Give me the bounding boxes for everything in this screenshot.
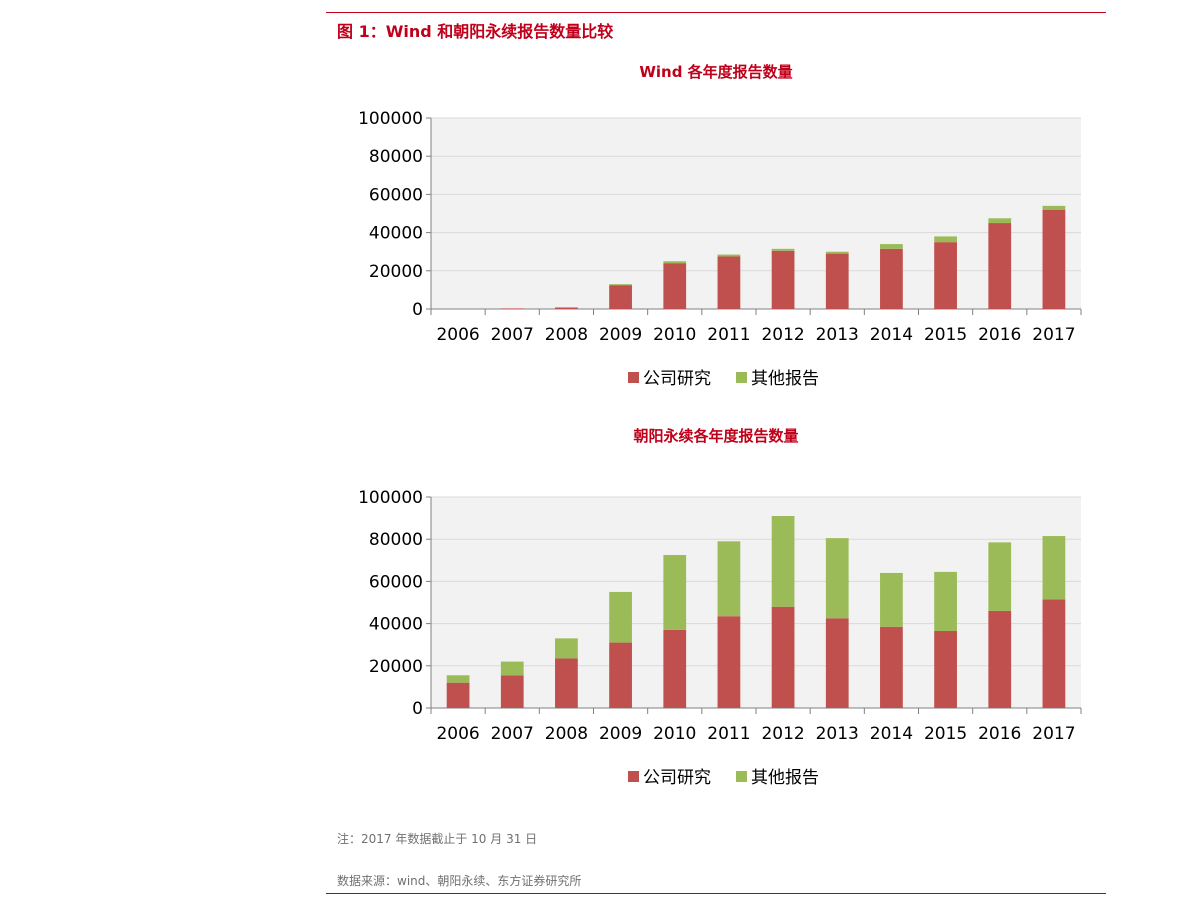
x-tick-label: 2016 [978, 325, 1021, 345]
bar-company-research-2012 [771, 250, 795, 309]
bar-company-research-2009 [609, 285, 632, 309]
footnote-source: 数据来源：wind、朝阳永续、东方证券研究所 [337, 874, 582, 888]
x-tick-label: 2009 [599, 325, 642, 345]
legend-label: 其他报告 [751, 369, 819, 389]
y-tick-label: 100000 [358, 488, 423, 508]
y-tick-label: 80000 [369, 147, 423, 167]
x-tick-label: 2008 [545, 724, 588, 744]
bar-other-reports-2007 [500, 661, 524, 676]
bar-other-reports-2012 [771, 248, 795, 251]
bar-company-research-2015 [934, 242, 957, 309]
bar-company-research-2007 [500, 675, 524, 708]
x-tick-label: 2014 [870, 724, 913, 744]
legend-swatch-other-reports [736, 771, 747, 782]
legend-label: 公司研究 [643, 369, 711, 389]
x-tick-label: 2016 [978, 724, 1021, 744]
x-tick-label: 2013 [816, 724, 859, 744]
x-tick-label: 2017 [1032, 325, 1075, 345]
bar-company-research-2011 [717, 256, 741, 309]
bar-company-research-2016 [988, 223, 1012, 309]
bar-company-research-2015 [934, 630, 957, 708]
bar-company-research-2011 [717, 616, 741, 708]
legend-label: 其他报告 [751, 768, 819, 788]
y-tick-label: 0 [412, 300, 423, 320]
bar-company-research-2010 [663, 263, 687, 309]
bar-company-research-2016 [988, 610, 1012, 708]
bar-company-research-2007 [500, 308, 524, 309]
x-tick-label: 2010 [653, 724, 696, 744]
top-rule [326, 12, 1106, 13]
zhaoyang-chart-title: 朝阳永续各年度报告数量 [633, 427, 799, 445]
bar-other-reports-2016 [988, 542, 1012, 611]
bar-other-reports-2015 [934, 571, 957, 631]
x-tick-label: 2015 [924, 325, 967, 345]
x-tick-label: 2006 [436, 325, 479, 345]
x-tick-label: 2010 [653, 325, 696, 345]
bar-company-research-2017 [1042, 209, 1066, 309]
bar-company-research-2014 [880, 626, 903, 708]
bar-other-reports-2011 [717, 254, 741, 257]
y-tick-label: 40000 [369, 615, 423, 635]
bar-company-research-2010 [663, 629, 687, 708]
y-tick-label: 20000 [369, 262, 423, 282]
x-tick-label: 2009 [599, 724, 642, 744]
legend-label: 公司研究 [643, 768, 711, 788]
y-tick-label: 40000 [369, 224, 423, 244]
x-tick-label: 2017 [1032, 724, 1075, 744]
bar-company-research-2017 [1042, 599, 1066, 708]
bar-other-reports-2011 [717, 541, 741, 617]
bar-company-research-2013 [825, 253, 849, 309]
x-tick-label: 2015 [924, 724, 967, 744]
bar-other-reports-2014 [880, 244, 903, 249]
bar-other-reports-2009 [609, 591, 632, 643]
bar-other-reports-2006 [446, 675, 470, 683]
wind-chart-title: Wind 各年度报告数量 [639, 63, 793, 81]
y-tick-label: 100000 [358, 109, 423, 129]
bar-other-reports-2015 [934, 236, 957, 243]
legend-swatch-other-reports [736, 372, 747, 383]
legend-swatch-company-research [628, 771, 639, 782]
y-tick-label: 60000 [369, 572, 423, 592]
plot-area [431, 118, 1081, 309]
bottom-rule [326, 893, 1106, 894]
bar-company-research-2013 [825, 618, 849, 708]
x-tick-label: 2011 [707, 724, 750, 744]
bar-other-reports-2009 [609, 284, 632, 286]
x-tick-label: 2008 [545, 325, 588, 345]
bar-company-research-2006 [446, 682, 470, 708]
figure-title: 图 1：Wind 和朝阳永续报告数量比较 [337, 22, 614, 41]
legend-swatch-company-research [628, 372, 639, 383]
bar-other-reports-2013 [825, 251, 849, 254]
bar-other-reports-2017 [1042, 205, 1066, 210]
bar-other-reports-2012 [771, 515, 795, 607]
x-tick-label: 2006 [436, 724, 479, 744]
footnote-note: 注：2017 年数据截止于 10 月 31 日 [337, 832, 538, 846]
y-tick-label: 20000 [369, 657, 423, 677]
bar-company-research-2014 [880, 248, 903, 309]
wind-chart: 0 20000 40000 60000 80000 100000 2006 2007 2008 2… [358, 109, 1082, 389]
y-tick-label: 0 [412, 699, 423, 719]
x-tick-label: 2011 [707, 325, 750, 345]
y-tick-label: 80000 [369, 530, 423, 550]
plot-area [431, 497, 1081, 708]
bar-other-reports-2010 [663, 261, 687, 264]
x-tick-label: 2012 [761, 724, 804, 744]
y-tick-label: 60000 [369, 185, 423, 205]
x-tick-label: 2012 [761, 325, 804, 345]
bar-company-research-2012 [771, 606, 795, 708]
bar-other-reports-2013 [825, 538, 849, 619]
bar-company-research-2008 [555, 658, 578, 708]
bar-other-reports-2016 [988, 218, 1012, 224]
x-tick-label: 2013 [816, 325, 859, 345]
bar-other-reports-2010 [663, 555, 687, 630]
x-tick-label: 2007 [491, 724, 534, 744]
bar-other-reports-2014 [880, 572, 903, 627]
zhaoyang-chart: 0 20000 40000 60000 80000 100000 2006 2007 2008 2… [358, 488, 1082, 788]
bar-other-reports-2008 [555, 638, 578, 659]
bar-other-reports-2017 [1042, 536, 1066, 600]
bar-company-research-2008 [555, 307, 578, 309]
x-tick-label: 2014 [870, 325, 913, 345]
bar-company-research-2009 [609, 642, 632, 708]
x-tick-label: 2007 [491, 325, 534, 345]
